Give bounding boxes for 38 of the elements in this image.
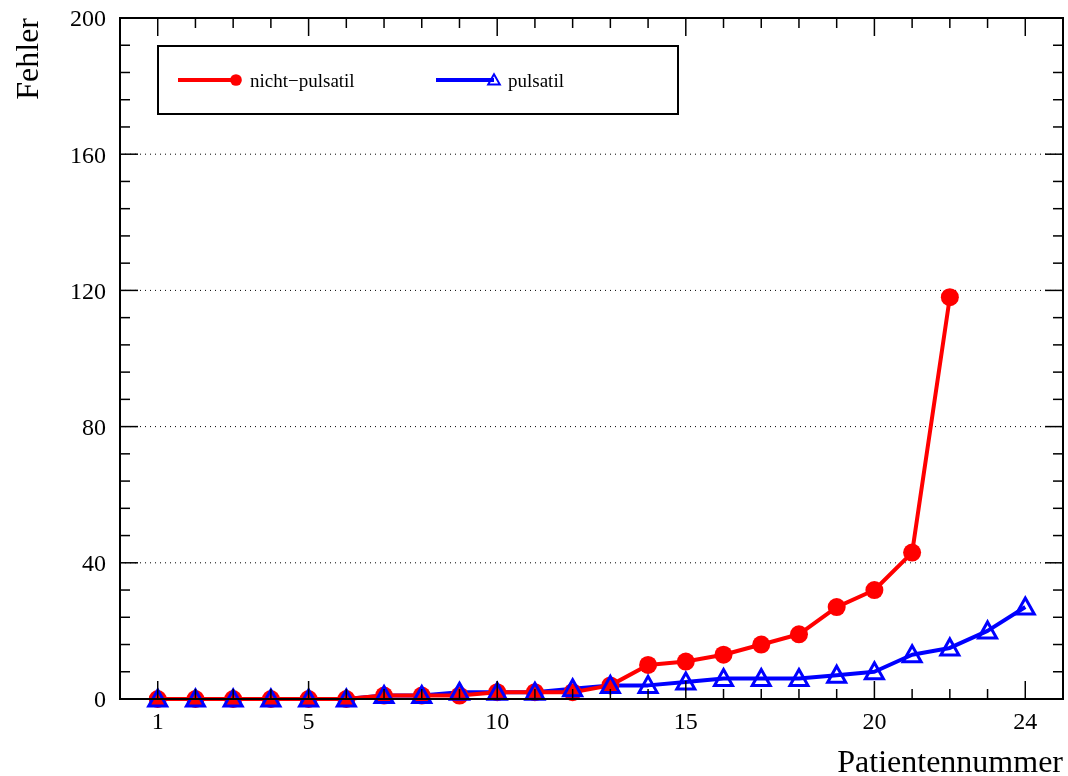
point [713,668,735,688]
point [1014,596,1036,616]
y-tick-label: 200 [70,5,106,32]
x-axis-title: Patientennummer [837,743,1064,776]
point [675,671,697,691]
point [903,543,922,562]
x-tick-label: 15 [673,708,698,734]
y-tick-label: 80 [82,414,106,440]
x-tick-label: 5 [302,708,315,734]
y-tick-label: 40 [82,550,106,577]
point [826,664,848,684]
point [639,655,658,674]
point [901,644,923,664]
point [637,674,659,694]
legend-label: nicht−pulsatil [250,69,355,91]
point [788,668,810,688]
point [827,598,846,617]
point [977,620,999,640]
x-tick-label: 20 [862,708,887,734]
point [448,681,470,701]
point [939,637,961,657]
y-tick-label: 120 [70,277,106,304]
legend-label: pulsatil [508,69,564,91]
point [750,668,772,688]
point [714,645,733,664]
y-tick-label: 0 [94,686,106,713]
point [789,625,808,644]
x-tick-label: 24 [1013,708,1038,734]
x-tick-label: 1 [151,708,164,734]
y-tick-label: 160 [70,141,106,168]
point [865,581,884,600]
y-axis-title: Fehler [9,17,45,100]
point [863,661,885,681]
point [676,652,695,671]
point [752,635,771,654]
point [940,288,959,307]
x-tick-label: 10 [485,708,510,734]
point [562,678,584,698]
